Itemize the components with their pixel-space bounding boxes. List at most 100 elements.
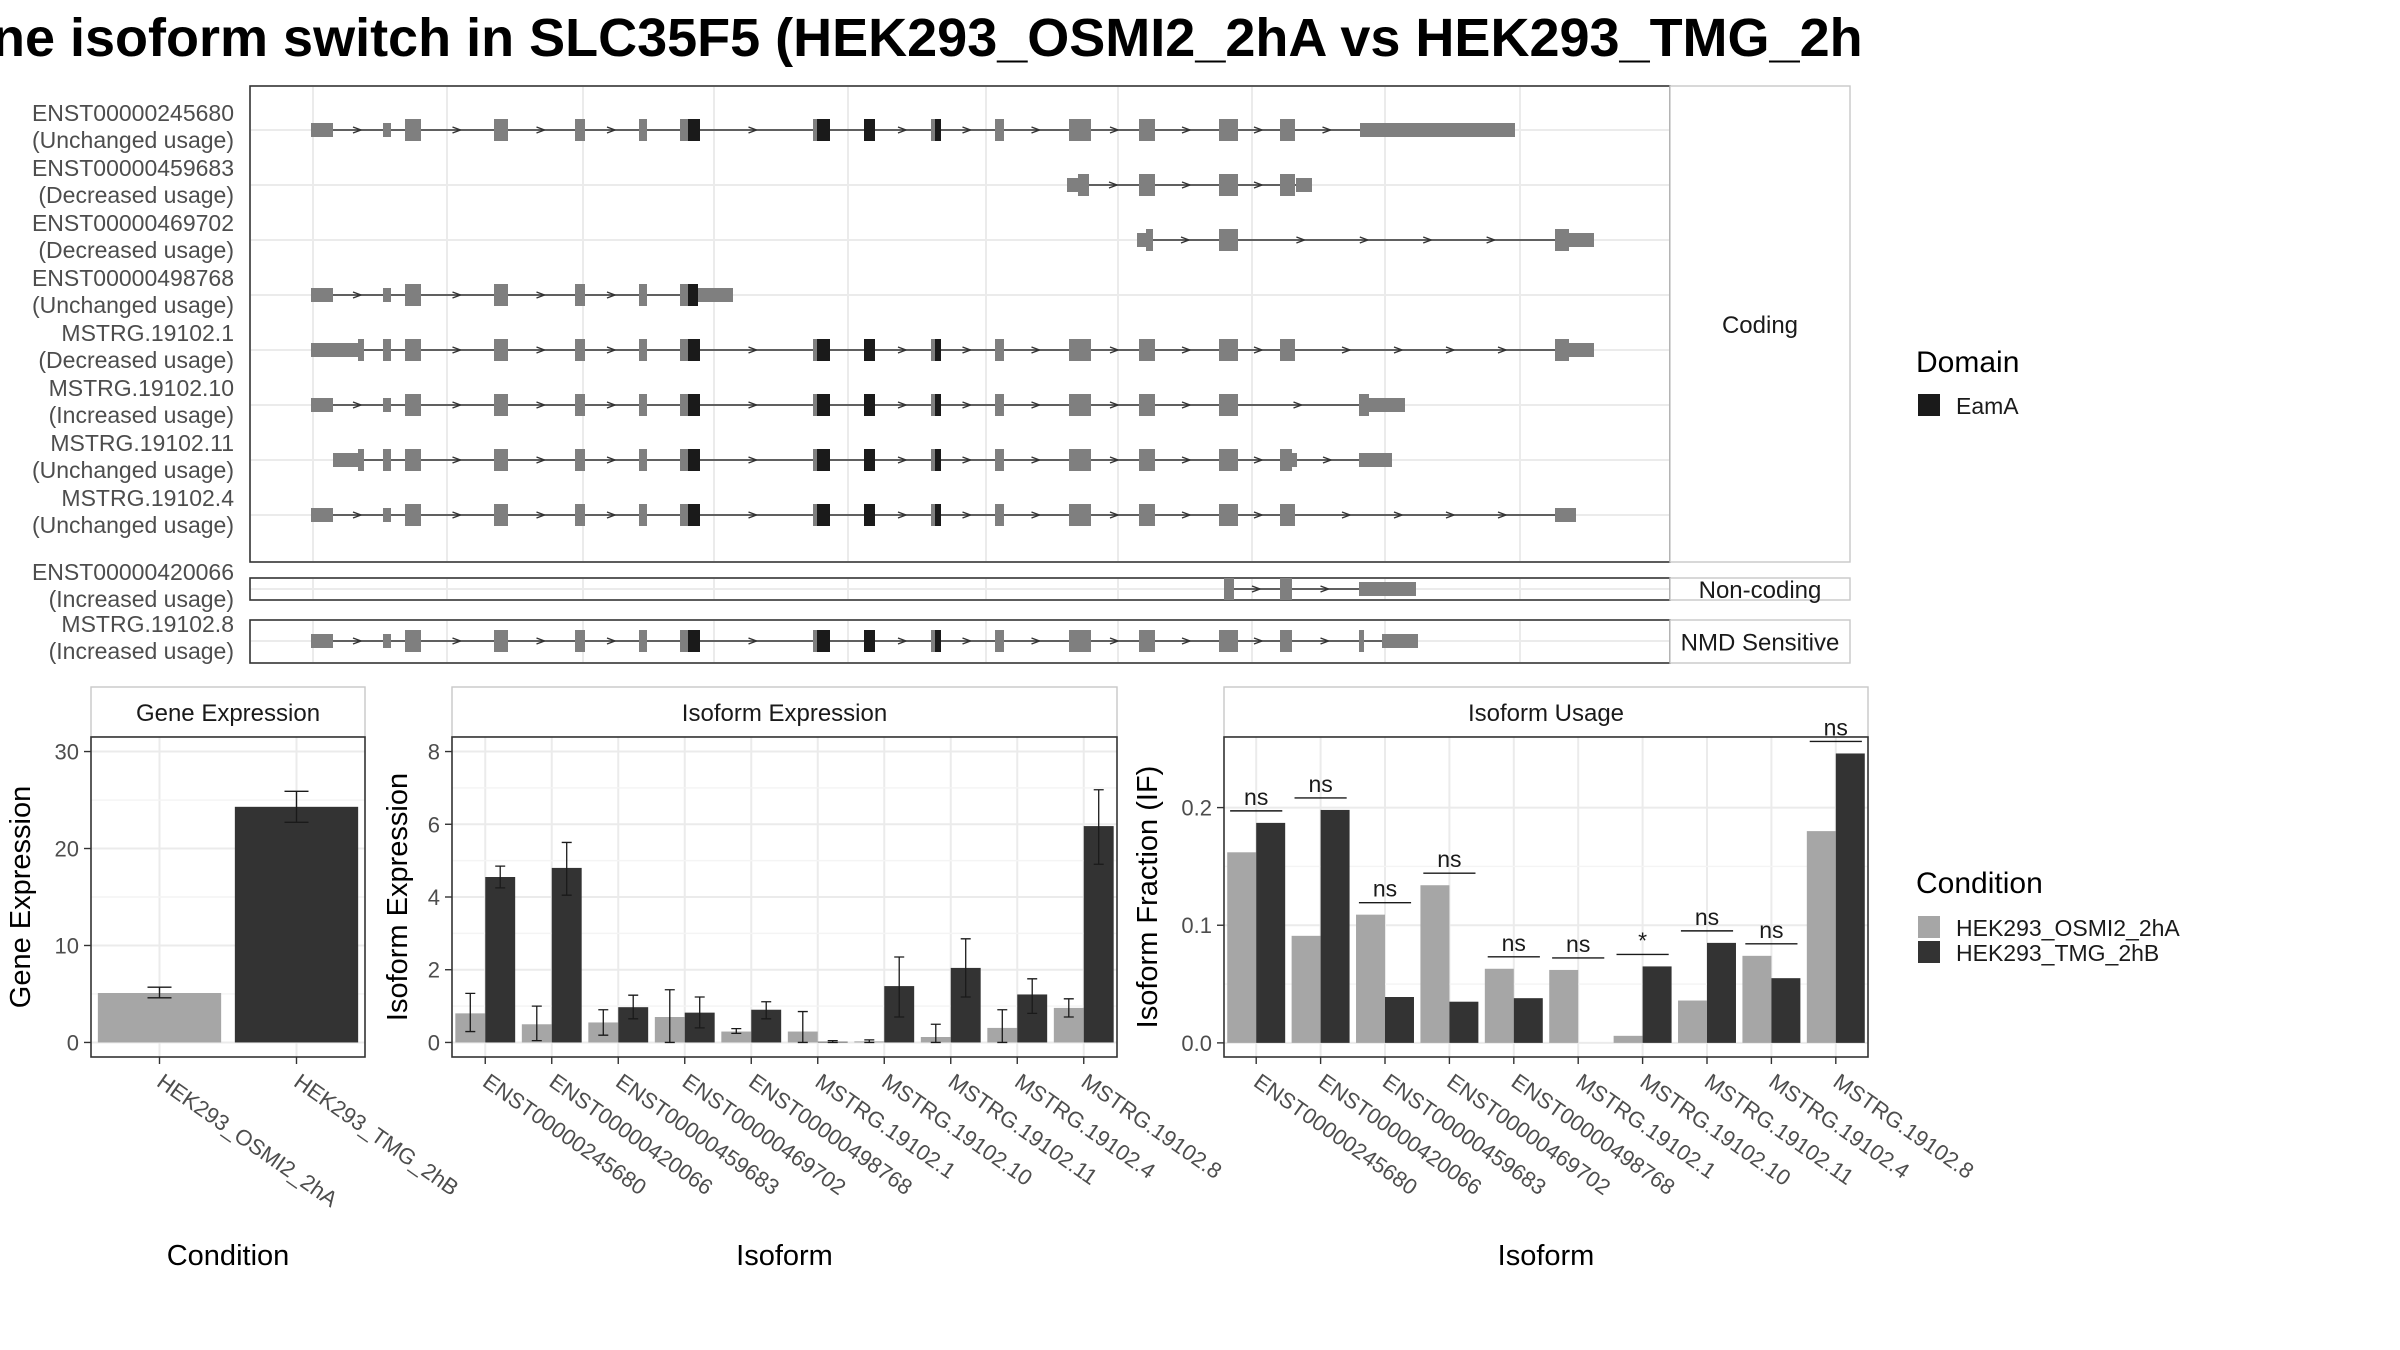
bar-hek293-osmi2-2ha <box>1613 1035 1643 1043</box>
condition-legend: Condition HEK293_OSMI2_2hA HEK293_TMG_2h… <box>1916 867 2180 966</box>
error-bar <box>284 790 309 824</box>
intron-arrow <box>606 637 617 645</box>
bar-hek293-tmg-2hb <box>234 806 359 1043</box>
transcript-usage: (Increased usage) <box>49 586 234 612</box>
cds-exon <box>405 284 421 306</box>
bar-hek293-tmg-2hb <box>485 877 516 1043</box>
intron-arrow <box>606 511 617 519</box>
cds-exon <box>405 504 421 526</box>
bar-hek293-tmg-2hb <box>1320 809 1350 1043</box>
significance-label: ns <box>1502 930 1526 956</box>
transcript-usage: (Unchanged usage) <box>32 127 234 153</box>
intron-arrow <box>1031 401 1042 409</box>
cds-exon <box>1139 339 1155 361</box>
intron-arrow <box>1253 637 1264 645</box>
isoform-expression-panel: Isoform Expression02468ENST00000245680EN… <box>382 686 1226 1272</box>
y-tick-label: 0.1 <box>1181 913 1212 938</box>
transcript-enst00000459683: ENST00000459683(Decreased usage) <box>32 155 1312 208</box>
utr-exon <box>1569 343 1594 357</box>
cds-exon <box>639 394 647 416</box>
cds-exon <box>995 119 1004 141</box>
utr-exon <box>383 398 391 412</box>
cds-exon <box>405 119 421 141</box>
cds-exon <box>995 394 1004 416</box>
eama-domain-block <box>935 630 941 652</box>
eama-domain-block <box>817 504 830 526</box>
intron-arrow <box>1109 346 1120 354</box>
intron-arrow <box>748 456 759 464</box>
intron-arrow <box>962 346 973 354</box>
intron-arrow <box>452 346 463 354</box>
transcript-id: ENST00000469702 <box>32 210 234 236</box>
transcript-usage: (Increased usage) <box>49 402 234 428</box>
bar-hek293-osmi2-2ha <box>1678 1000 1707 1043</box>
intron-arrow <box>962 511 973 519</box>
cds-exon <box>1219 339 1238 361</box>
error-bar <box>761 1001 772 1020</box>
intron-arrow <box>748 637 759 645</box>
error-bar <box>797 1010 808 1044</box>
cds-exon <box>639 119 647 141</box>
cds-exon <box>1280 174 1295 196</box>
eama-domain-block <box>688 339 700 361</box>
transcript-usage: (Unchanged usage) <box>32 457 234 483</box>
transcript-id: MSTRG.19102.11 <box>50 430 234 456</box>
error-bar <box>930 1023 941 1044</box>
panel-strip-label: NMD Sensitive <box>1681 630 1840 657</box>
domain-legend-swatch <box>1918 394 1940 416</box>
utr-exon <box>1369 398 1405 412</box>
condition-legend-label-tmg: HEK293_TMG_2hB <box>1956 940 2159 966</box>
intron-arrow <box>897 126 908 134</box>
intron-arrow <box>452 126 463 134</box>
cds-exon <box>1280 339 1295 361</box>
error-bar <box>465 992 476 1033</box>
panel-strip <box>1669 85 1851 563</box>
intron-arrow <box>1109 637 1120 645</box>
cds-exon <box>494 284 508 306</box>
bar-hek293-tmg-2hb <box>1642 966 1672 1043</box>
eama-domain-block <box>688 394 700 416</box>
panel-background <box>249 85 1671 563</box>
error-bar <box>561 841 572 896</box>
intron-arrow <box>1341 511 1352 519</box>
intron-arrow <box>1296 236 1307 244</box>
intron-arrow <box>1031 126 1042 134</box>
y-axis-title: Isoform Expression <box>382 773 414 1021</box>
transcript-usage: (Decreased usage) <box>38 347 234 373</box>
transcript-id: ENST00000420066 <box>32 559 234 585</box>
cds-exon <box>1280 449 1292 471</box>
transcript-enst00000245680: ENST00000245680(Unchanged usage) <box>32 100 1515 153</box>
intron-arrow <box>1393 346 1404 354</box>
cds-exon <box>1139 449 1155 471</box>
cds-exon <box>1069 504 1091 526</box>
significance-label: * <box>1638 927 1647 953</box>
cds-exon <box>995 339 1004 361</box>
cds-exon <box>639 284 647 306</box>
intron-arrow <box>962 126 973 134</box>
bar-hek293-osmi2-2ha <box>1806 831 1836 1043</box>
utr-exon <box>311 398 333 412</box>
x-axis-title: Isoform <box>736 1240 833 1272</box>
significance-label: ns <box>1759 917 1783 943</box>
transcript-usage: (Unchanged usage) <box>32 292 234 318</box>
eama-domain-block <box>864 630 875 652</box>
panel-strip-label: Coding <box>1722 312 1798 339</box>
significance-label: ns <box>1244 784 1268 810</box>
y-tick-label: 10 <box>55 933 79 958</box>
intron-arrow <box>352 637 363 645</box>
intron-arrow <box>352 291 363 299</box>
intron-arrow <box>1253 511 1264 519</box>
intron-arrow <box>1031 346 1042 354</box>
transcript-id: MSTRG.19102.10 <box>49 375 234 401</box>
eama-domain-block <box>935 504 941 526</box>
eama-domain-block <box>817 630 830 652</box>
bar-hek293-tmg-2hb <box>1835 753 1865 1043</box>
transcript-id: MSTRG.19102.1 <box>61 320 234 346</box>
intron-arrow <box>1251 585 1262 593</box>
intron-arrow <box>1109 126 1120 134</box>
utr-exon <box>311 288 333 302</box>
intron-arrow <box>1253 346 1264 354</box>
utr-exon <box>1292 453 1297 467</box>
intron-arrow <box>606 126 617 134</box>
utr-exon <box>1359 453 1392 467</box>
